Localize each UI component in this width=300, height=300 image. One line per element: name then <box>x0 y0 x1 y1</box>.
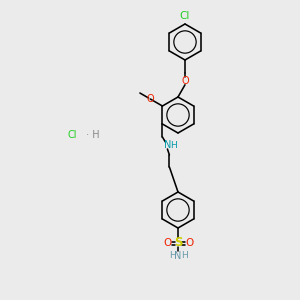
Text: S: S <box>174 236 182 250</box>
Text: O: O <box>163 238 171 248</box>
Text: H: H <box>181 251 188 260</box>
Text: · H: · H <box>83 130 100 140</box>
Text: O: O <box>181 76 189 86</box>
Text: O: O <box>185 238 193 248</box>
Text: H: H <box>170 140 177 149</box>
Text: H: H <box>169 251 176 260</box>
Text: N: N <box>164 140 171 150</box>
Text: O: O <box>146 94 154 104</box>
Text: N: N <box>174 251 182 261</box>
Text: Cl: Cl <box>180 11 190 21</box>
Text: Cl: Cl <box>68 130 77 140</box>
